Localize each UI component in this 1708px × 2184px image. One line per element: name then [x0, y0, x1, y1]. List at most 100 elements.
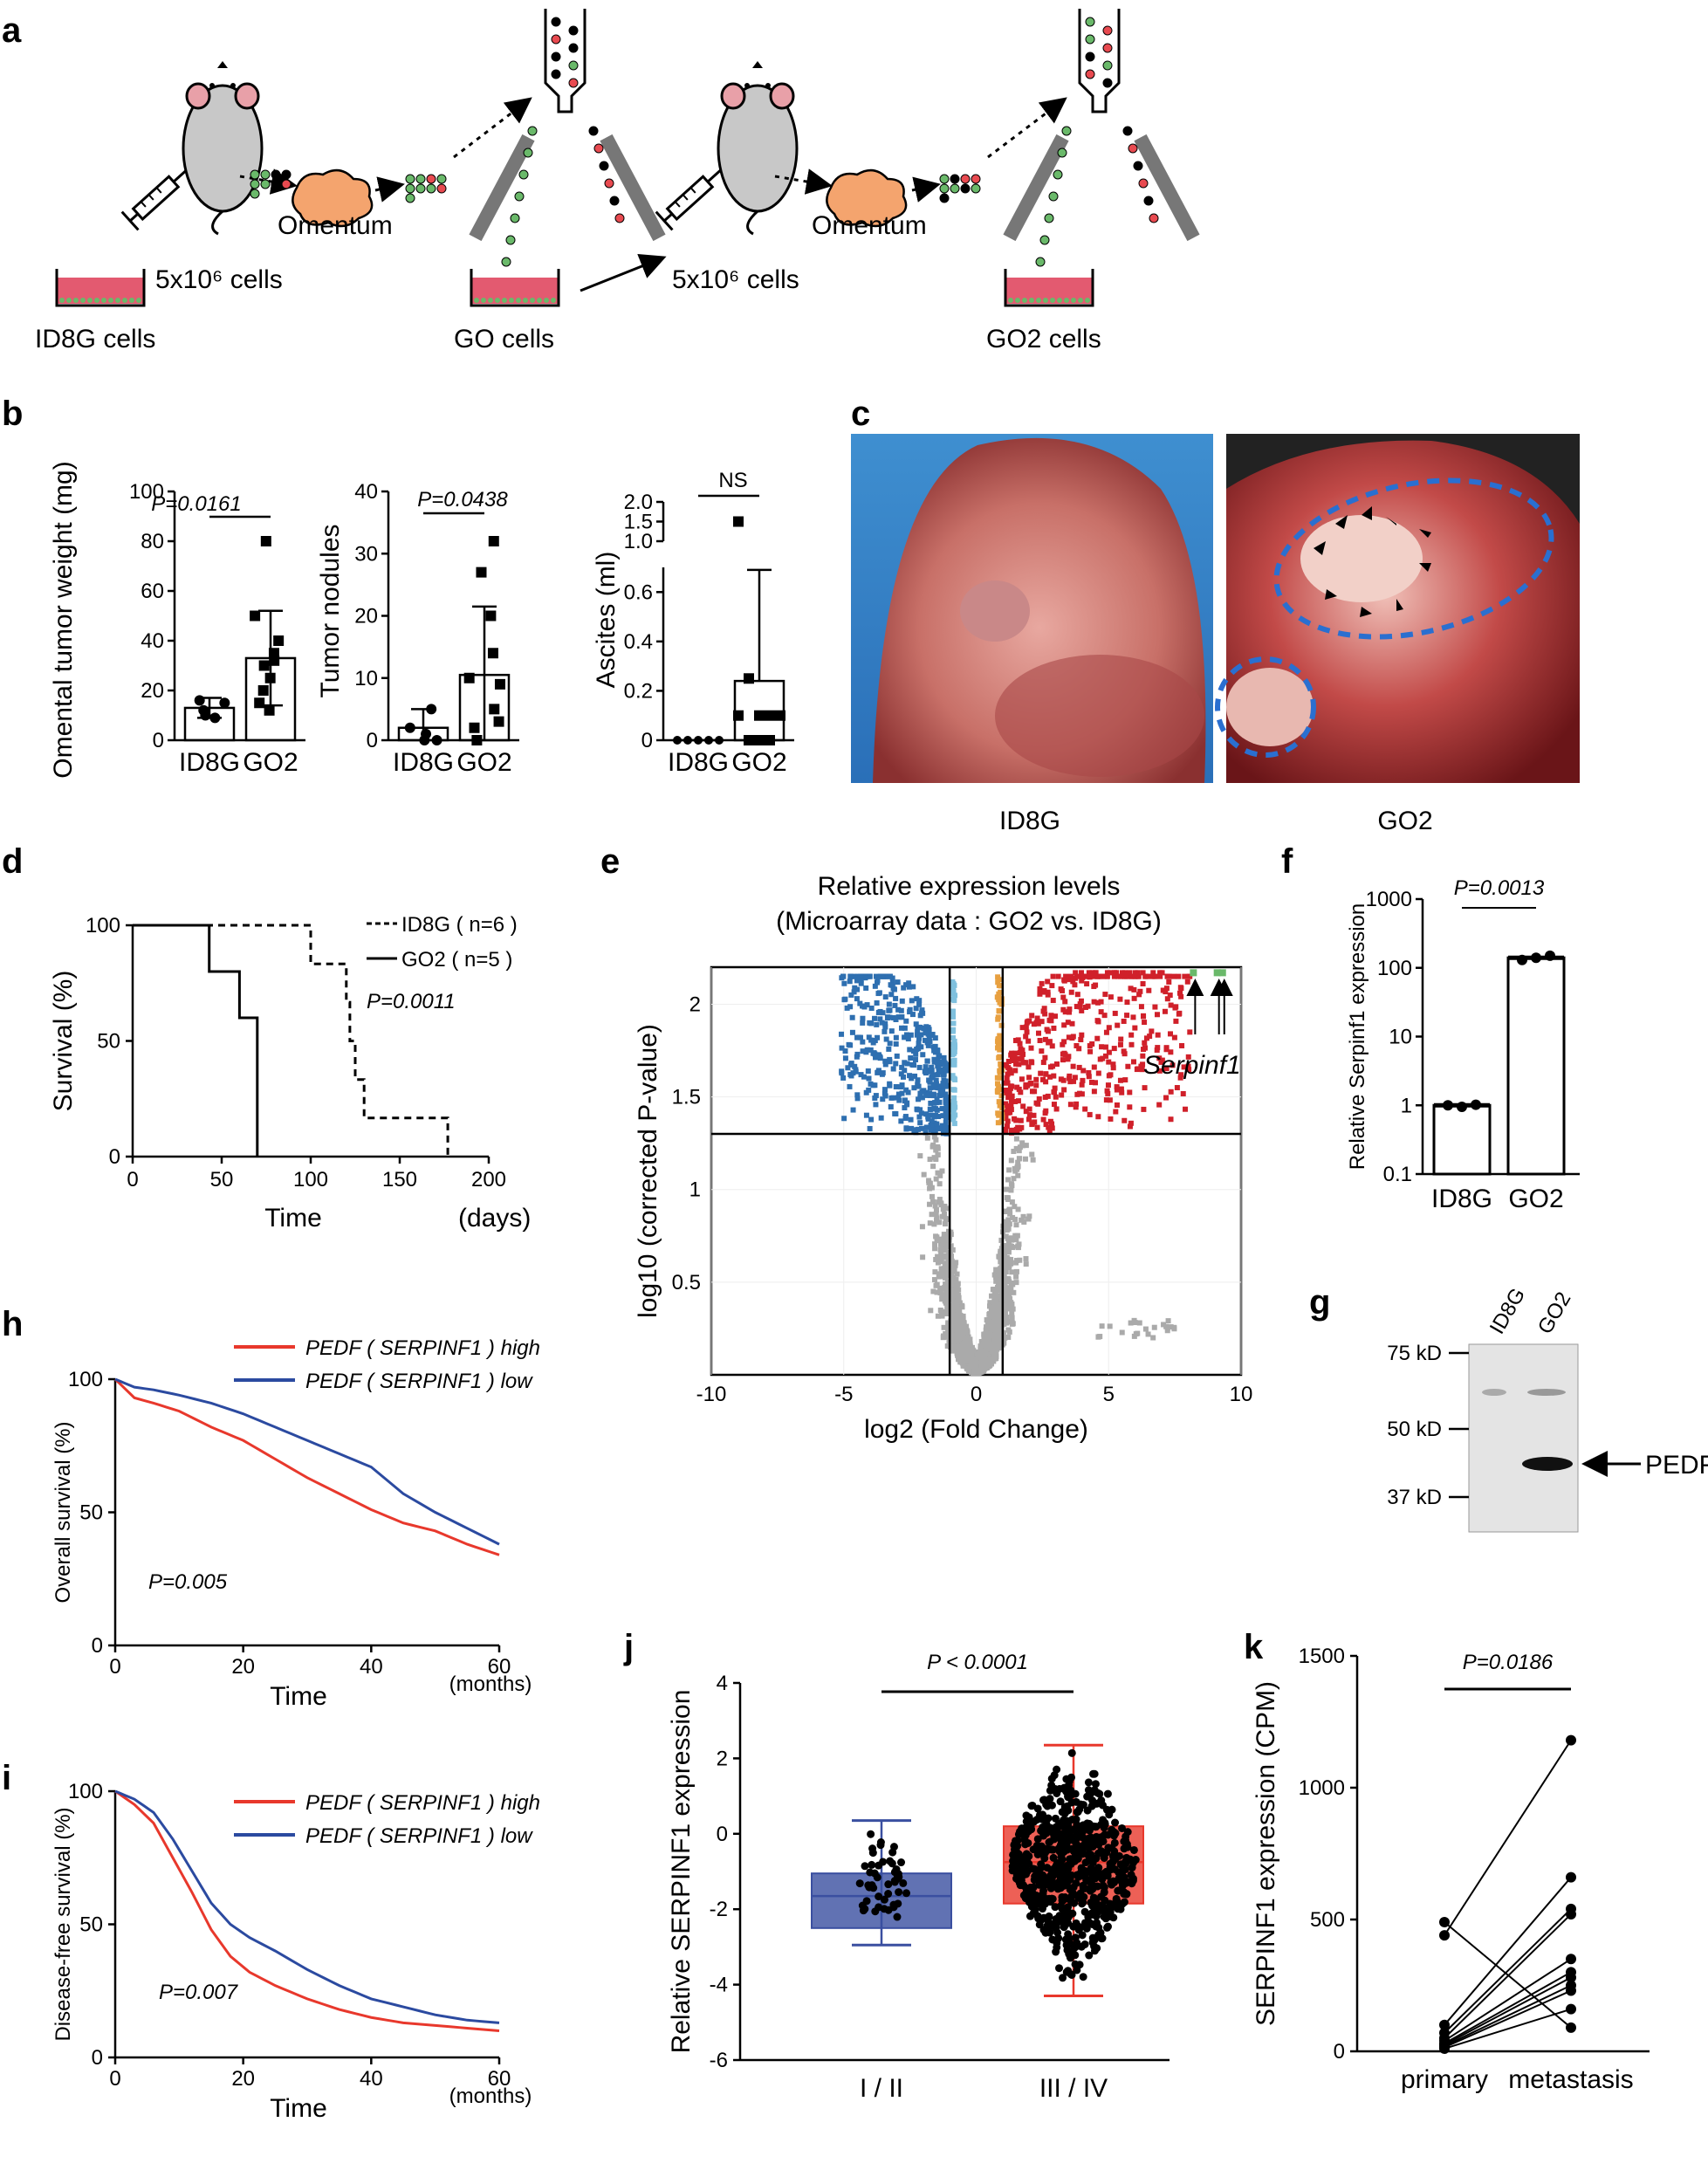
point-ns [1015, 1245, 1021, 1251]
point-down [850, 1070, 856, 1076]
data-point [1439, 2043, 1450, 2054]
cell-dot [502, 298, 507, 303]
point-up [1107, 1097, 1113, 1103]
point-ns [950, 1279, 957, 1285]
cell-dot [1138, 178, 1149, 189]
point-up [1068, 989, 1074, 995]
point-ns [978, 1359, 984, 1365]
point-ns [943, 1330, 949, 1336]
point-down [942, 1066, 948, 1072]
point-up [1067, 1102, 1074, 1108]
point-ns [957, 1312, 963, 1318]
point-ns [1004, 1278, 1010, 1284]
point-up [1127, 1089, 1133, 1095]
point-down [926, 1035, 932, 1041]
point-up [1005, 1095, 1012, 1101]
point-up [1102, 992, 1108, 998]
data-point [1080, 1866, 1089, 1875]
point-ns [953, 1260, 959, 1266]
data-point [1071, 1789, 1080, 1798]
point-up [1003, 1061, 1009, 1068]
point-ns [933, 1282, 939, 1288]
point-up [1012, 1053, 1018, 1059]
y-tick-label: 0 [641, 729, 653, 752]
point-up [1111, 973, 1117, 979]
cell-dot [1102, 43, 1113, 53]
point-up-minor [998, 1022, 1005, 1028]
point-up [1080, 1068, 1087, 1074]
data-point [1094, 1872, 1103, 1880]
point-up [1067, 1075, 1073, 1082]
point-down [916, 1040, 922, 1047]
panel-label-c: c [851, 395, 870, 433]
point-down [867, 973, 873, 979]
data-point [1107, 1878, 1115, 1886]
data-point [1014, 1830, 1023, 1838]
point-up [1103, 1097, 1109, 1103]
point-up [1135, 973, 1142, 979]
point-up [1061, 977, 1067, 983]
pair-line [1444, 1958, 1572, 2042]
cell-dot [551, 298, 556, 303]
point-ns [1006, 1221, 1012, 1227]
cell-dot [939, 193, 950, 203]
point-ns [960, 1341, 966, 1347]
marker-37kd: 37 kD [1387, 1486, 1442, 1509]
point-up [1013, 1061, 1019, 1067]
point-down [906, 980, 912, 986]
data-point [1040, 1854, 1049, 1863]
point-down [898, 1118, 904, 1124]
point-down [875, 1034, 881, 1040]
point-down [899, 1090, 905, 1096]
point-ns [1099, 1323, 1105, 1329]
point-ns [991, 1290, 998, 1296]
data-point [1110, 1838, 1119, 1847]
point-ns [968, 1351, 974, 1357]
point-down [935, 1125, 941, 1131]
point-down [916, 1001, 923, 1007]
cell-dot [250, 179, 260, 189]
cell-dot [405, 183, 415, 194]
point-down-minor [951, 1048, 957, 1054]
point-ns [944, 1232, 950, 1238]
point-up [1036, 1030, 1042, 1036]
point-ns [928, 1308, 934, 1314]
point-up-minor [996, 977, 1002, 983]
y-tick-label: 500 [1310, 1908, 1345, 1932]
point-ns [995, 1324, 1001, 1330]
point-down [861, 1004, 868, 1010]
point-down [903, 1032, 909, 1038]
point-up [1009, 1130, 1015, 1136]
point-up [1176, 973, 1182, 979]
point-ns [934, 1234, 940, 1240]
point-down [899, 998, 905, 1004]
point-down-minor [950, 1045, 957, 1051]
cell-dot [73, 298, 79, 303]
point-up [1117, 1077, 1123, 1083]
data-point [855, 1879, 864, 1888]
point-down [877, 1016, 883, 1022]
point-ns [952, 1322, 958, 1329]
y-tick-label: 10 [1389, 1026, 1412, 1049]
data-point [194, 695, 205, 706]
point-down [845, 1065, 851, 1071]
point-down [929, 1068, 935, 1074]
point-up [1072, 1075, 1078, 1081]
point-up [1105, 1090, 1111, 1096]
point-ns [991, 1345, 998, 1351]
point-down [916, 1126, 922, 1132]
point-ns [960, 1330, 966, 1336]
data-point [1013, 1836, 1022, 1844]
point-up [1122, 1077, 1128, 1083]
cell-dot [509, 298, 514, 303]
point-up [1002, 1129, 1008, 1135]
point-down [934, 1121, 940, 1127]
point-ns [1001, 1243, 1007, 1249]
cell-dot [474, 298, 479, 303]
data-point [493, 716, 504, 727]
point-ns [995, 1279, 1001, 1285]
point-ns [1171, 1326, 1177, 1332]
point-down [913, 1057, 919, 1063]
point-down [881, 1028, 888, 1034]
panel-label-i: i [2, 1759, 11, 1797]
